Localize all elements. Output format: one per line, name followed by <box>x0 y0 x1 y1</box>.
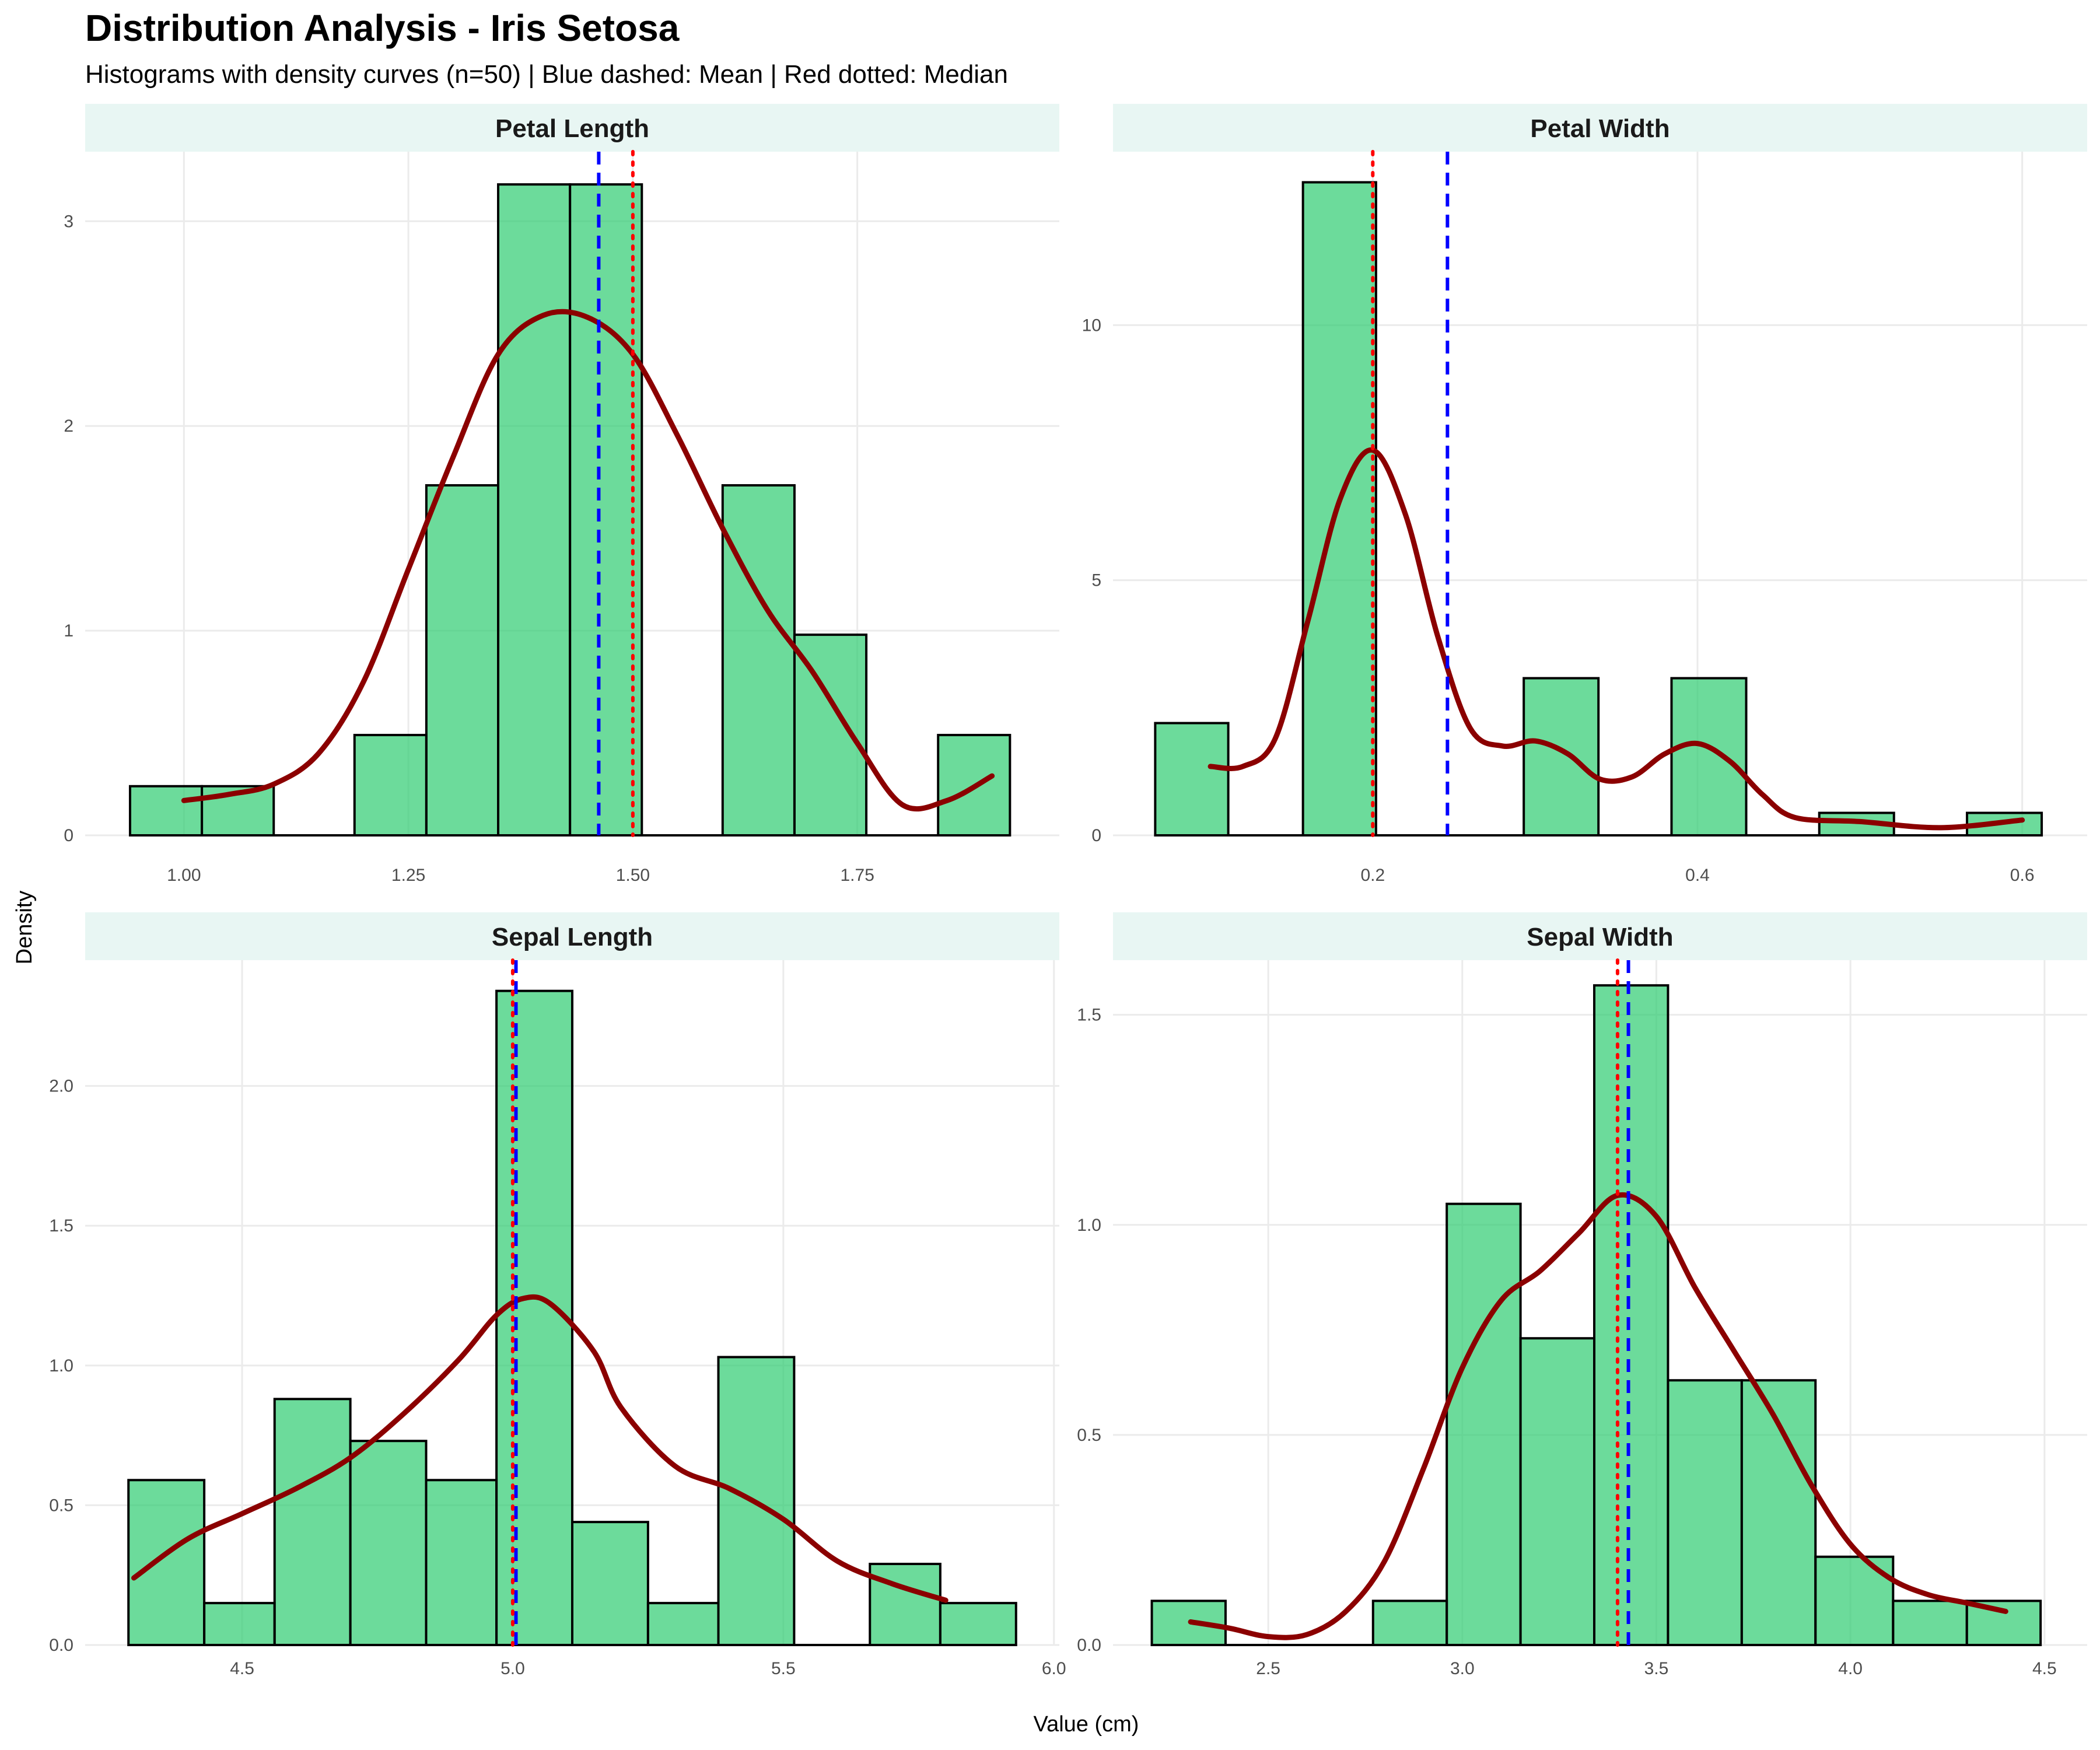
y-tick-label: 3 <box>64 212 74 231</box>
density-curve-sepal-width <box>1188 1192 2008 1640</box>
histogram-bar <box>349 1440 428 1646</box>
y-tick-label: 1.5 <box>49 1216 74 1236</box>
bars-sepal-length <box>127 989 1017 1647</box>
histogram-bar <box>128 785 204 836</box>
histogram-bar <box>939 1602 1017 1647</box>
tick-labels-sepal-width: 0.0 0.5 1.0 1.5 2.5 3.0 3.5 4.0 4.5 <box>1077 1006 2056 1678</box>
tick-labels-petal-length: 0 1 2 3 1.00 1.25 1.50 1.75 <box>64 212 874 885</box>
density-curve-petal-width <box>1208 447 2025 831</box>
histogram-bar <box>1446 1202 1522 1647</box>
bars-petal-width <box>1154 181 2043 836</box>
x-tick-label: 0.2 <box>1360 866 1385 885</box>
x-tick-label: 5.0 <box>501 1659 525 1678</box>
chart-title: Distribution Analysis - Iris Setosa <box>85 7 680 49</box>
density-curve-petal-length <box>181 309 995 812</box>
histogram-bar <box>425 484 500 836</box>
tick-labels-sepal-length: 0.0 0.5 1.0 1.5 2.0 4.5 5.0 5.5 6.0 <box>49 1077 1066 1678</box>
facet-strip-sepal-length <box>85 912 1059 960</box>
histogram-bar <box>1892 1600 1968 1647</box>
y-tick-label: 10 <box>1082 316 1101 335</box>
y-tick-label: 2 <box>64 416 74 436</box>
histogram-bar <box>1522 677 1600 836</box>
x-tick-label: 6.0 <box>1042 1659 1066 1678</box>
histogram-bar <box>1593 984 1670 1646</box>
y-tick-label: 0.5 <box>49 1496 74 1515</box>
x-tick-label: 0.4 <box>1685 866 1710 885</box>
x-axis-label: Value (cm) <box>1034 1712 1139 1737</box>
y-tick-label: 0 <box>64 826 74 845</box>
histogram-bar <box>571 1521 649 1646</box>
y-tick-label: 1 <box>64 621 74 640</box>
histogram-bar <box>203 1602 276 1647</box>
gridlines-petal-width <box>1113 152 2087 836</box>
y-tick-label: 0 <box>1091 826 1101 845</box>
x-tick-label: 0.6 <box>2010 866 2035 885</box>
y-tick-label: 2.0 <box>49 1077 74 1096</box>
chart-subtitle: Histograms with density curves (n=50) | … <box>85 60 1008 89</box>
x-tick-label: 2.5 <box>1256 1659 1280 1678</box>
facet-panel-petal-length: Petal Length 0 1 2 3 1.00 1.25 1.50 1.75 <box>64 104 1059 885</box>
density-curve-sepal-length <box>131 1294 949 1603</box>
y-axis-label: Density <box>12 891 37 965</box>
tick-labels-petal-width: 0 5 10 0.2 0.4 0.6 <box>1082 316 2035 885</box>
histogram-bar <box>497 183 572 837</box>
histogram-bar <box>721 484 796 836</box>
x-tick-label: 4.5 <box>230 1659 254 1678</box>
x-tick-label: 4.0 <box>1838 1659 1863 1678</box>
x-tick-label: 5.5 <box>771 1659 796 1678</box>
histogram-bar <box>273 1398 352 1646</box>
facet-panel-sepal-width: Sepal Width 0.0 0.5 1.0 1.5 2.5 3.0 3.5 4.0 4.5 <box>1077 912 2087 1678</box>
y-tick-label: 0.0 <box>1077 1636 1101 1655</box>
x-tick-label: 3.0 <box>1450 1659 1475 1678</box>
histogram-bar <box>353 734 428 837</box>
x-tick-label: 1.25 <box>391 866 425 885</box>
x-tick-label: 1.75 <box>840 866 874 885</box>
y-tick-label: 1.5 <box>1077 1006 1101 1025</box>
facet-title-sepal-width: Sepal Width <box>1527 923 1673 951</box>
facet-strip-sepal-width <box>1113 912 2087 960</box>
histogram-bar <box>1670 677 1748 836</box>
y-tick-label: 0.0 <box>49 1636 74 1655</box>
bars-sepal-width <box>1150 984 2042 1647</box>
y-tick-label: 1.0 <box>49 1356 74 1376</box>
histogram-bar <box>646 1602 720 1647</box>
histogram-bar <box>425 1479 498 1647</box>
facet-title-sepal-length: Sepal Length <box>492 923 653 951</box>
histogram-bar <box>1519 1337 1596 1647</box>
facet-panel-sepal-length: Sepal Length 0.0 0.5 1.0 1.5 2.0 4.5 5.0 5.5 6.0 <box>49 912 1066 1678</box>
y-tick-label: 1.0 <box>1077 1216 1101 1235</box>
histogram-bar <box>869 1563 942 1646</box>
facet-title-petal-length: Petal Length <box>495 114 649 143</box>
histogram-bar <box>495 989 573 1646</box>
x-tick-label: 4.5 <box>2032 1659 2057 1678</box>
histogram-bar <box>569 183 643 837</box>
facet-panel-petal-width: Petal Width 0 5 10 0.2 0.4 0.6 <box>1082 104 2087 885</box>
histogram-bar <box>1154 722 1230 836</box>
x-tick-label: 1.50 <box>616 866 650 885</box>
histogram-bar <box>1667 1379 1743 1646</box>
y-tick-label: 0.5 <box>1077 1426 1101 1445</box>
histogram-bar <box>127 1479 206 1647</box>
x-tick-label: 1.00 <box>167 866 201 885</box>
y-tick-label: 5 <box>1091 571 1101 590</box>
x-tick-label: 3.5 <box>1644 1659 1669 1678</box>
facet-strip-petal-length <box>85 104 1059 152</box>
facet-strip-petal-width <box>1113 104 2087 152</box>
bars-petal-length <box>128 183 1012 837</box>
facet-title-petal-width: Petal Width <box>1530 114 1670 143</box>
histogram-bar <box>1371 1600 1448 1647</box>
